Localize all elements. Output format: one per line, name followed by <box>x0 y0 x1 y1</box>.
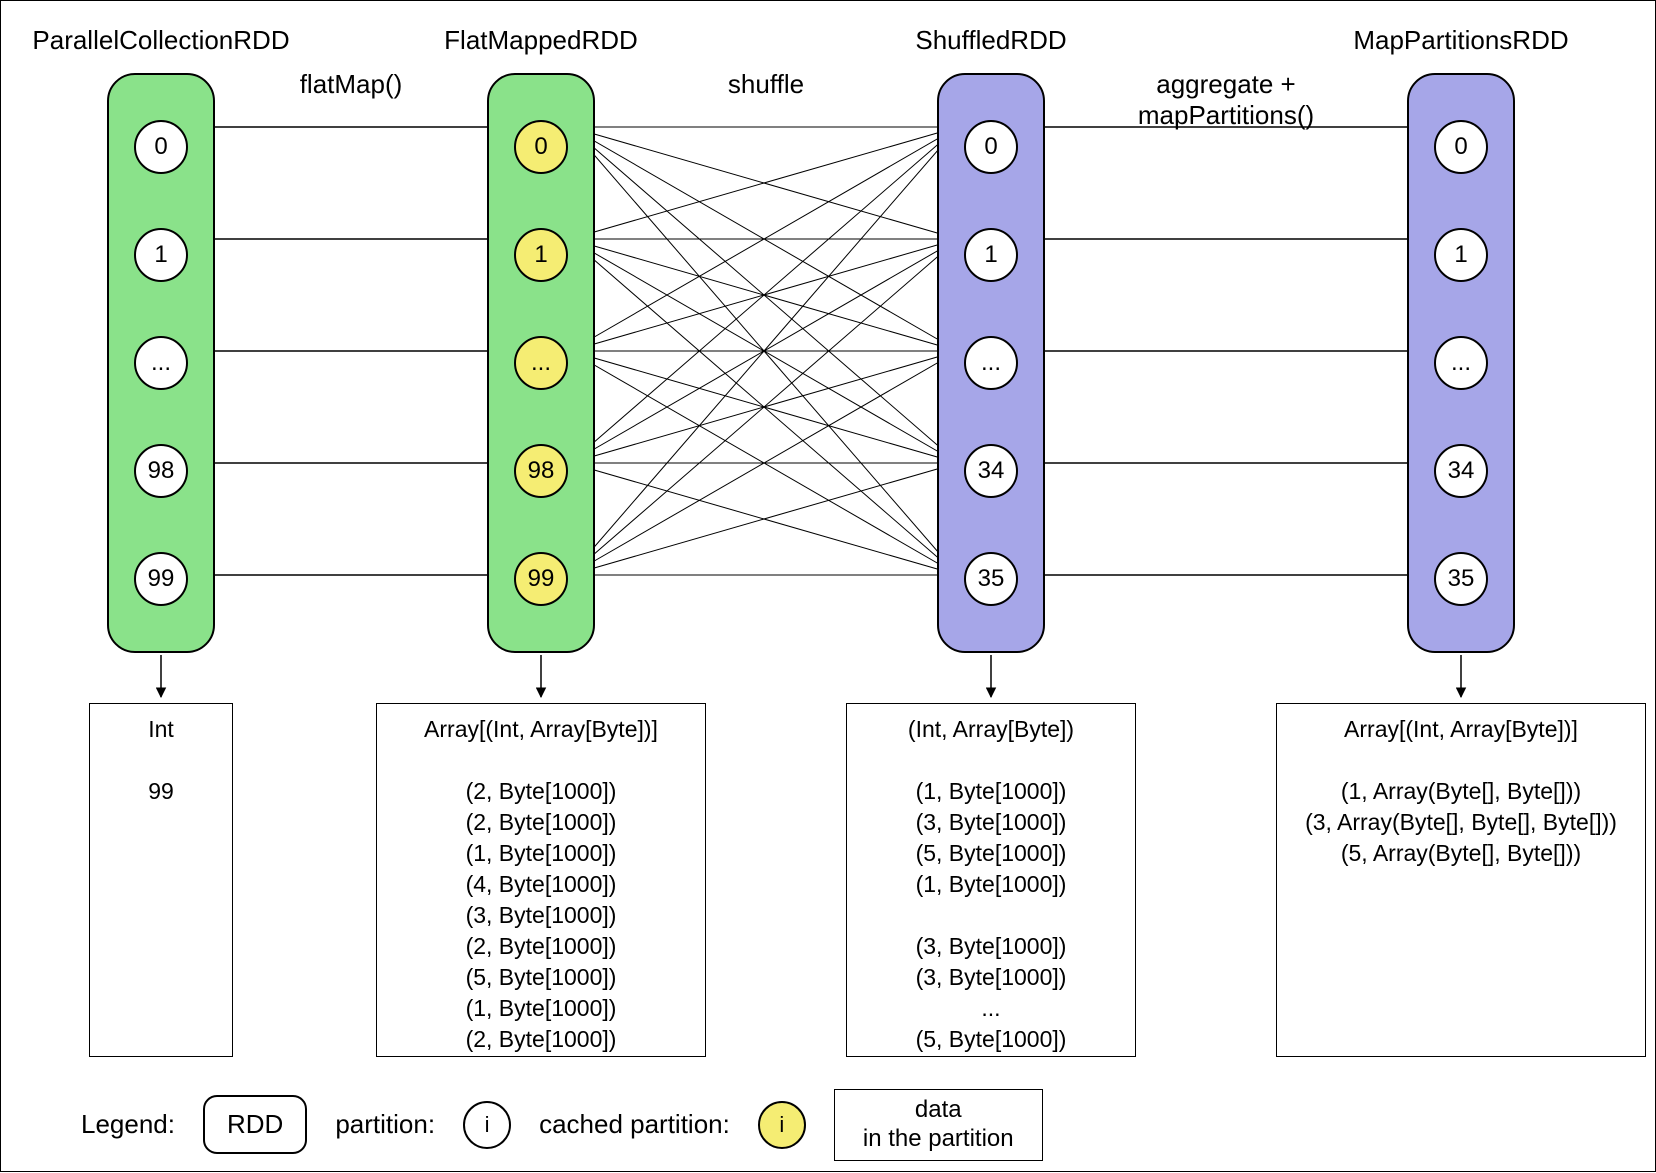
partition-node: ... <box>514 336 568 390</box>
partition-node: 34 <box>1434 444 1488 498</box>
rdd-box: 0 1... 34 35 <box>1407 73 1515 653</box>
legend-rdd-box: RDD <box>203 1095 307 1154</box>
partition-node: 1 <box>964 228 1018 282</box>
legend-partition-icon: i <box>463 1101 511 1149</box>
rdd-title: ShuffledRDD <box>915 25 1066 56</box>
legend-partition-label: partition: <box>335 1109 435 1140</box>
partition-node: 0 <box>514 120 568 174</box>
operation-label: shuffle <box>728 69 804 100</box>
partition-node: 35 <box>964 552 1018 606</box>
legend-cached-icon: i <box>758 1101 806 1149</box>
partition-node: 34 <box>964 444 1018 498</box>
partition-node: 0 <box>1434 120 1488 174</box>
data-box: Int 99 <box>89 703 233 1057</box>
partition-node: 1 <box>514 228 568 282</box>
rdd-box: 0 1... 34 35 <box>937 73 1045 653</box>
partition-node: 1 <box>1434 228 1488 282</box>
partition-node: ... <box>1434 336 1488 390</box>
rdd-title: ParallelCollectionRDD <box>32 25 289 56</box>
data-box: Array[(Int, Array[Byte])] (1, Array(Byte… <box>1276 703 1646 1057</box>
partition-node: 35 <box>1434 552 1488 606</box>
data-box: (Int, Array[Byte]) (1, Byte[1000]) (3, B… <box>846 703 1136 1057</box>
partition-node: 1 <box>134 228 188 282</box>
operation-label: flatMap() <box>300 69 403 100</box>
legend-cached-label: cached partition: <box>539 1109 730 1140</box>
rdd-box: 0 1... 98 99 <box>107 73 215 653</box>
partition-node: ... <box>134 336 188 390</box>
data-box: Array[(Int, Array[Byte])] (2, Byte[1000]… <box>376 703 706 1057</box>
rdd-box: 0 1... 98 99 <box>487 73 595 653</box>
operation-label: aggregate + mapPartitions() <box>1138 69 1314 131</box>
rdd-title: MapPartitionsRDD <box>1353 25 1568 56</box>
partition-node: 0 <box>134 120 188 174</box>
partition-node: 99 <box>514 552 568 606</box>
rdd-title: FlatMappedRDD <box>444 25 638 56</box>
legend-label: Legend: <box>81 1109 175 1140</box>
partition-node: ... <box>964 336 1018 390</box>
partition-node: 98 <box>514 444 568 498</box>
legend: Legend:RDDpartition:icached partition:id… <box>81 1089 1043 1161</box>
partition-node: 98 <box>134 444 188 498</box>
partition-node: 0 <box>964 120 1018 174</box>
partition-node: 99 <box>134 552 188 606</box>
legend-data-box: datain the partition <box>834 1089 1043 1161</box>
diagram-canvas: ParallelCollectionRDD 0 1... 98 99 FlatMapped… <box>0 0 1656 1172</box>
